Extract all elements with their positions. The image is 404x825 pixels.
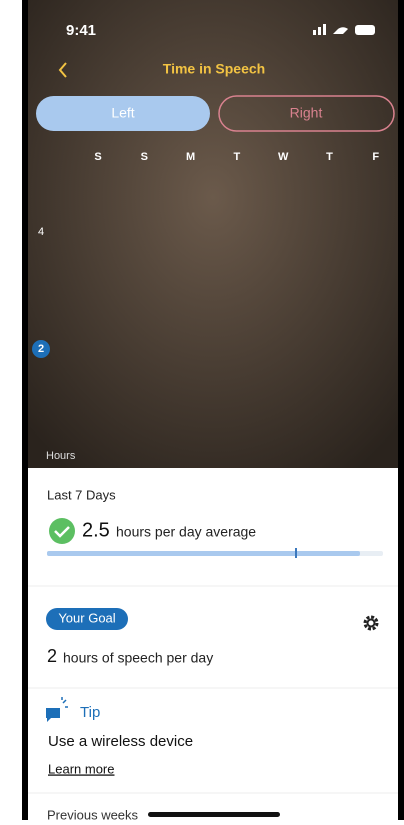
settings-icon[interactable] (363, 615, 379, 631)
footer-text: Previous weeks (47, 807, 139, 820)
y-tick-label: 2 (38, 343, 44, 355)
progress-fill (47, 551, 360, 556)
chart-background (28, 0, 398, 470)
goal-badge-label: Your Goal (58, 610, 115, 625)
y-tick-badge (32, 340, 50, 358)
average-unit: hours per day average (116, 524, 256, 540)
panel (28, 468, 398, 820)
tab-right-label: Right (290, 105, 323, 121)
x-tick-label: S (141, 151, 148, 163)
x-tick-label: F (372, 151, 379, 163)
goal-text: hours of speech per day (63, 650, 213, 666)
x-tick-label: T (326, 151, 333, 163)
header-title: Time in Speech (163, 61, 265, 77)
home-indicator (148, 812, 280, 817)
learn-more-link[interactable]: Learn more (48, 761, 114, 776)
tip-text: Use a wireless device (48, 733, 193, 750)
x-tick-label: M (186, 151, 195, 163)
x-tick-label: W (278, 151, 289, 163)
y-tick-label: 4 (38, 226, 44, 238)
status-icons (313, 24, 375, 35)
tip-icon (46, 697, 68, 722)
tab-left[interactable] (36, 96, 210, 131)
tab-left-label: Left (111, 105, 134, 121)
y-axis-label: Hours (46, 450, 76, 462)
goal-badge (46, 608, 128, 630)
tab-right[interactable] (218, 95, 395, 132)
average-value: 2.5 (82, 519, 110, 541)
x-tick-label: T (234, 151, 241, 163)
check-icon (49, 518, 75, 544)
tip-heading: Tip (80, 704, 100, 721)
progress-marker (295, 548, 297, 558)
back-button[interactable] (58, 62, 67, 78)
status-time: 9:41 (66, 22, 96, 39)
goal-value: 2 (47, 646, 57, 666)
x-tick-label: S (94, 151, 101, 163)
summary-heading: Last 7 Days (47, 487, 116, 502)
